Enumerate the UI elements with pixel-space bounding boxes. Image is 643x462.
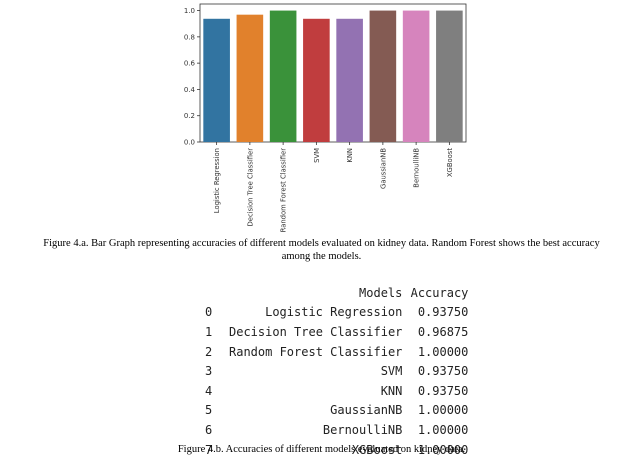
row-accuracy: 1.00000	[417, 403, 469, 418]
row-index: 4	[205, 383, 213, 398]
table-row: 2 Random Forest Classifier 1.00000	[205, 342, 468, 362]
row-model: Random Forest Classifier	[229, 344, 403, 359]
table-row: 4 KNN 0.93750	[205, 381, 468, 401]
accuracy-bar-chart: 0.0 0.2 0.4 0.6 0.8 1.0 Logistic Regression De…	[184, 3, 467, 232]
figure-4a-caption: Figure 4.a. Bar Graph representing accur…	[0, 237, 643, 263]
y-tick-label: 0.4	[184, 86, 196, 94]
chart-axes	[199, 3, 467, 143]
row-accuracy: 0.93750	[417, 383, 469, 398]
bar-5	[369, 10, 397, 143]
row-accuracy: 0.93750	[417, 305, 469, 320]
bar-0	[203, 18, 230, 143]
bar-3	[303, 18, 330, 143]
row-index: 6	[205, 422, 213, 437]
y-tick-label: 0.2	[184, 112, 195, 120]
table-header-row: Models Accuracy	[205, 283, 468, 303]
accuracy-table: Models Accuracy 0 Logistic Regression 0.93…	[205, 283, 468, 459]
row-accuracy: 0.96875	[417, 324, 469, 339]
row-model: KNN	[380, 383, 403, 398]
row-model: XGBoost	[351, 442, 403, 457]
x-tick-label: Decision Tree Classifier	[246, 148, 254, 227]
y-tick-label: 1.0	[184, 7, 195, 15]
row-index: 0	[205, 305, 213, 320]
row-model: BernoulliNB	[322, 422, 403, 437]
figure-4a-caption-line2: among the models.	[281, 251, 362, 262]
table-row: 7 XGBoost 1.00000	[205, 440, 468, 460]
x-tick-label: GaussianNB	[379, 148, 387, 189]
y-axis-ticks: 0.0 0.2 0.4 0.6 0.8 1.0	[184, 7, 200, 147]
row-index: 7	[205, 442, 213, 457]
row-index: 5	[205, 403, 213, 418]
x-tick-label: SVM	[313, 148, 321, 163]
figure-4b-caption: Figure 4.b. Accuracies of different mode…	[177, 444, 466, 455]
chart-bars	[203, 10, 463, 143]
row-index: 3	[205, 364, 213, 379]
row-model: Logistic Regression	[265, 305, 403, 320]
bar-1	[236, 14, 264, 142]
y-tick-label: 0.6	[184, 60, 196, 68]
table-row: 6 BernoulliNB 1.00000	[205, 420, 468, 440]
x-tick-label: XGBoost	[446, 148, 454, 177]
y-tick-label: 0.0	[184, 139, 195, 147]
bar-7	[436, 10, 463, 143]
row-accuracy: 1.00000	[417, 422, 469, 437]
x-tick-label: BernoulliNB	[413, 148, 421, 188]
header-models: Models	[359, 285, 403, 300]
x-tick-label: Logistic Regression	[213, 148, 221, 213]
figure-4a-caption-line1: Figure 4.a. Bar Graph representing accur…	[43, 238, 600, 249]
table-row: 5 GaussianNB 1.00000	[205, 401, 468, 421]
row-index: 1	[205, 324, 213, 339]
table-row: 3 SVM 0.93750	[205, 361, 468, 381]
plot-frame	[199, 3, 467, 143]
row-model: GaussianNB	[330, 403, 403, 418]
header-index	[205, 283, 229, 303]
row-model: Decision Tree Classifier	[229, 324, 403, 339]
y-tick-label: 0.8	[184, 33, 195, 41]
bar-2	[269, 10, 297, 143]
row-index: 2	[205, 344, 213, 359]
row-accuracy: 0.93750	[417, 364, 469, 379]
x-tick-label: KNN	[346, 148, 354, 163]
row-accuracy: 1.00000	[417, 344, 469, 359]
table-row: 0 Logistic Regression 0.93750	[205, 303, 468, 323]
row-model: SVM	[380, 364, 403, 379]
x-tick-label: Random Forest Classifier	[280, 148, 288, 233]
bar-6	[402, 10, 430, 143]
bar-4	[336, 18, 363, 143]
row-accuracy: 1.00000	[417, 442, 469, 457]
header-accuracy: Accuracy	[410, 285, 469, 300]
table-row: 1 Decision Tree Classifier 0.96875	[205, 322, 468, 342]
x-axis-ticks: Logistic Regression Decision Tree Classif…	[213, 142, 454, 232]
